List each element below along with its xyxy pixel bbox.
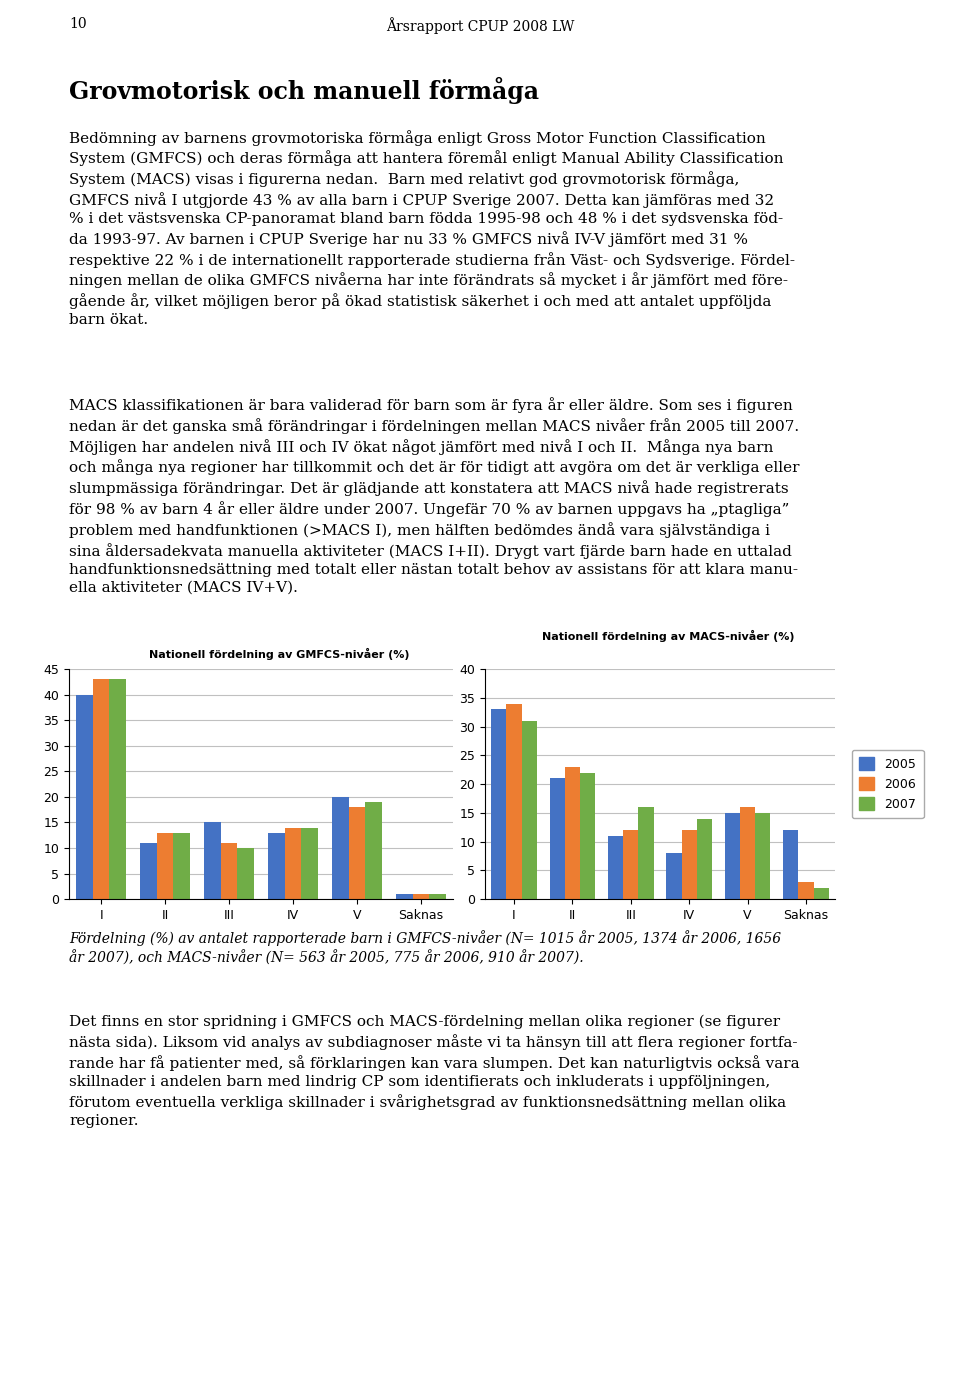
Bar — [140, 843, 156, 899]
Bar — [521, 721, 537, 899]
Text: Grovmotorisk och manuell förmåga: Grovmotorisk och manuell förmåga — [69, 77, 540, 103]
Bar — [332, 797, 348, 899]
Text: 10: 10 — [69, 17, 86, 32]
Text: Det finns en stor spridning i GMFCS och MACS-fördelning mellan olika regioner (s: Det finns en stor spridning i GMFCS och … — [69, 1015, 800, 1128]
Text: Årsrapport CPUP 2008 LW: Årsrapport CPUP 2008 LW — [386, 17, 574, 35]
Bar — [638, 807, 654, 899]
Bar — [756, 813, 770, 899]
Bar — [608, 836, 623, 899]
Bar — [366, 802, 382, 899]
Bar — [396, 894, 413, 899]
Bar — [93, 679, 109, 899]
Bar — [109, 679, 126, 899]
Bar — [813, 888, 828, 899]
Bar — [564, 767, 580, 899]
Bar — [413, 894, 429, 899]
Text: MACS klassifikationen är bara validerad för barn som är fyra år eller äldre. Som: MACS klassifikationen är bara validerad … — [69, 397, 800, 595]
Bar — [666, 853, 682, 899]
Bar — [221, 843, 237, 899]
Bar — [156, 832, 174, 899]
Bar — [799, 882, 813, 899]
Bar — [492, 710, 507, 899]
Text: Nationell fördelning av GMFCS-nivåer (%): Nationell fördelning av GMFCS-nivåer (%) — [149, 648, 409, 661]
Bar — [550, 778, 564, 899]
Bar — [740, 807, 756, 899]
Bar — [301, 828, 318, 899]
Bar — [580, 772, 595, 899]
Text: Nationell fördelning av MACS-nivåer (%): Nationell fördelning av MACS-nivåer (%) — [542, 630, 795, 643]
Bar — [285, 828, 301, 899]
Bar — [204, 822, 221, 899]
Bar — [623, 831, 638, 899]
Bar — [682, 831, 697, 899]
Bar — [268, 832, 285, 899]
Bar — [725, 813, 740, 899]
Legend: 2005, 2006, 2007: 2005, 2006, 2007 — [852, 750, 924, 818]
Bar — [783, 831, 799, 899]
Bar — [429, 894, 446, 899]
Bar — [348, 807, 366, 899]
Text: Fördelning (%) av antalet rapporterade barn i GMFCS-nivåer (N= 1015 år 2005, 137: Fördelning (%) av antalet rapporterade b… — [69, 930, 781, 966]
Text: Bedömning av barnens grovmotoriska förmåga enligt Gross Motor Function Classific: Bedömning av barnens grovmotoriska förmå… — [69, 130, 795, 328]
Bar — [76, 694, 93, 899]
Bar — [507, 704, 521, 899]
Bar — [237, 848, 254, 899]
Bar — [697, 818, 712, 899]
Bar — [174, 832, 190, 899]
